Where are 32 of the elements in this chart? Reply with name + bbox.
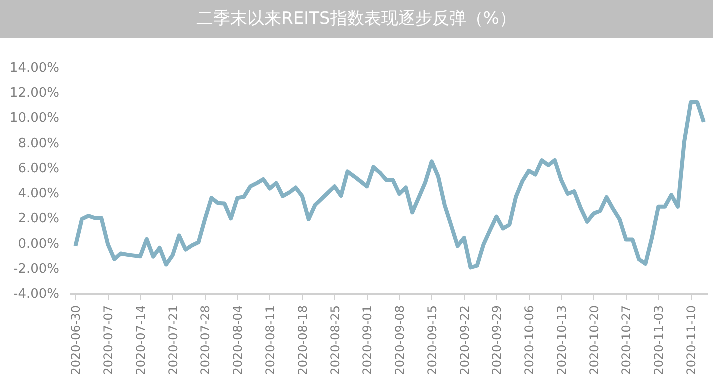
- x-tick-label: 2020-07-14: [134, 305, 148, 376]
- x-tick-label: 2020-09-29: [490, 305, 504, 376]
- y-tick-label: 2.00%: [18, 212, 60, 227]
- line-series: [74, 100, 706, 270]
- y-tick-label: 4.00%: [18, 186, 60, 202]
- x-tick-label: 2020-08-25: [328, 305, 342, 376]
- x-tick-label: 2020-09-01: [360, 305, 375, 376]
- y-tick-label: 10.00%: [10, 111, 60, 126]
- x-tick-label: 2020-07-28: [198, 305, 213, 376]
- x-tick-label: 2020-08-11: [263, 305, 278, 376]
- x-tick-label: 2020-07-21: [166, 305, 180, 376]
- x-tick-label: 2020-09-15: [425, 305, 440, 376]
- x-tick-label: 2020-10-13: [554, 305, 569, 376]
- y-tick-label: -2.00%: [14, 262, 60, 277]
- y-tick-label: -4.00%: [14, 287, 60, 302]
- y-tick-label: 6.00%: [18, 161, 60, 176]
- y-tick-label: 8.00%: [18, 136, 60, 152]
- y-tick-label: 0.00%: [18, 236, 60, 252]
- y-tick-label: 14.00%: [10, 61, 60, 76]
- x-tick-label: 2020-06-30: [69, 305, 84, 376]
- y-tick-label: 12.00%: [10, 86, 60, 102]
- x-tick-label: 2020-10-27: [620, 305, 634, 376]
- x-tick-label: 2020-10-06: [522, 305, 537, 376]
- chart-title: 二季末以来REITS指数表现逐步反弹（%）: [196, 8, 516, 31]
- x-tick-label: 2020-09-08: [393, 305, 408, 376]
- x-tick-label: 2020-09-22: [458, 305, 472, 376]
- x-tick-label: 2020-11-10: [684, 305, 699, 376]
- x-tick-label: 2020-11-03: [652, 305, 666, 376]
- x-tick-label: 2020-08-04: [231, 305, 246, 376]
- x-tick-label: 2020-10-20: [587, 305, 602, 376]
- x-tick-label: 2020-07-07: [102, 305, 116, 376]
- x-tick-label: 2020-08-18: [296, 305, 310, 376]
